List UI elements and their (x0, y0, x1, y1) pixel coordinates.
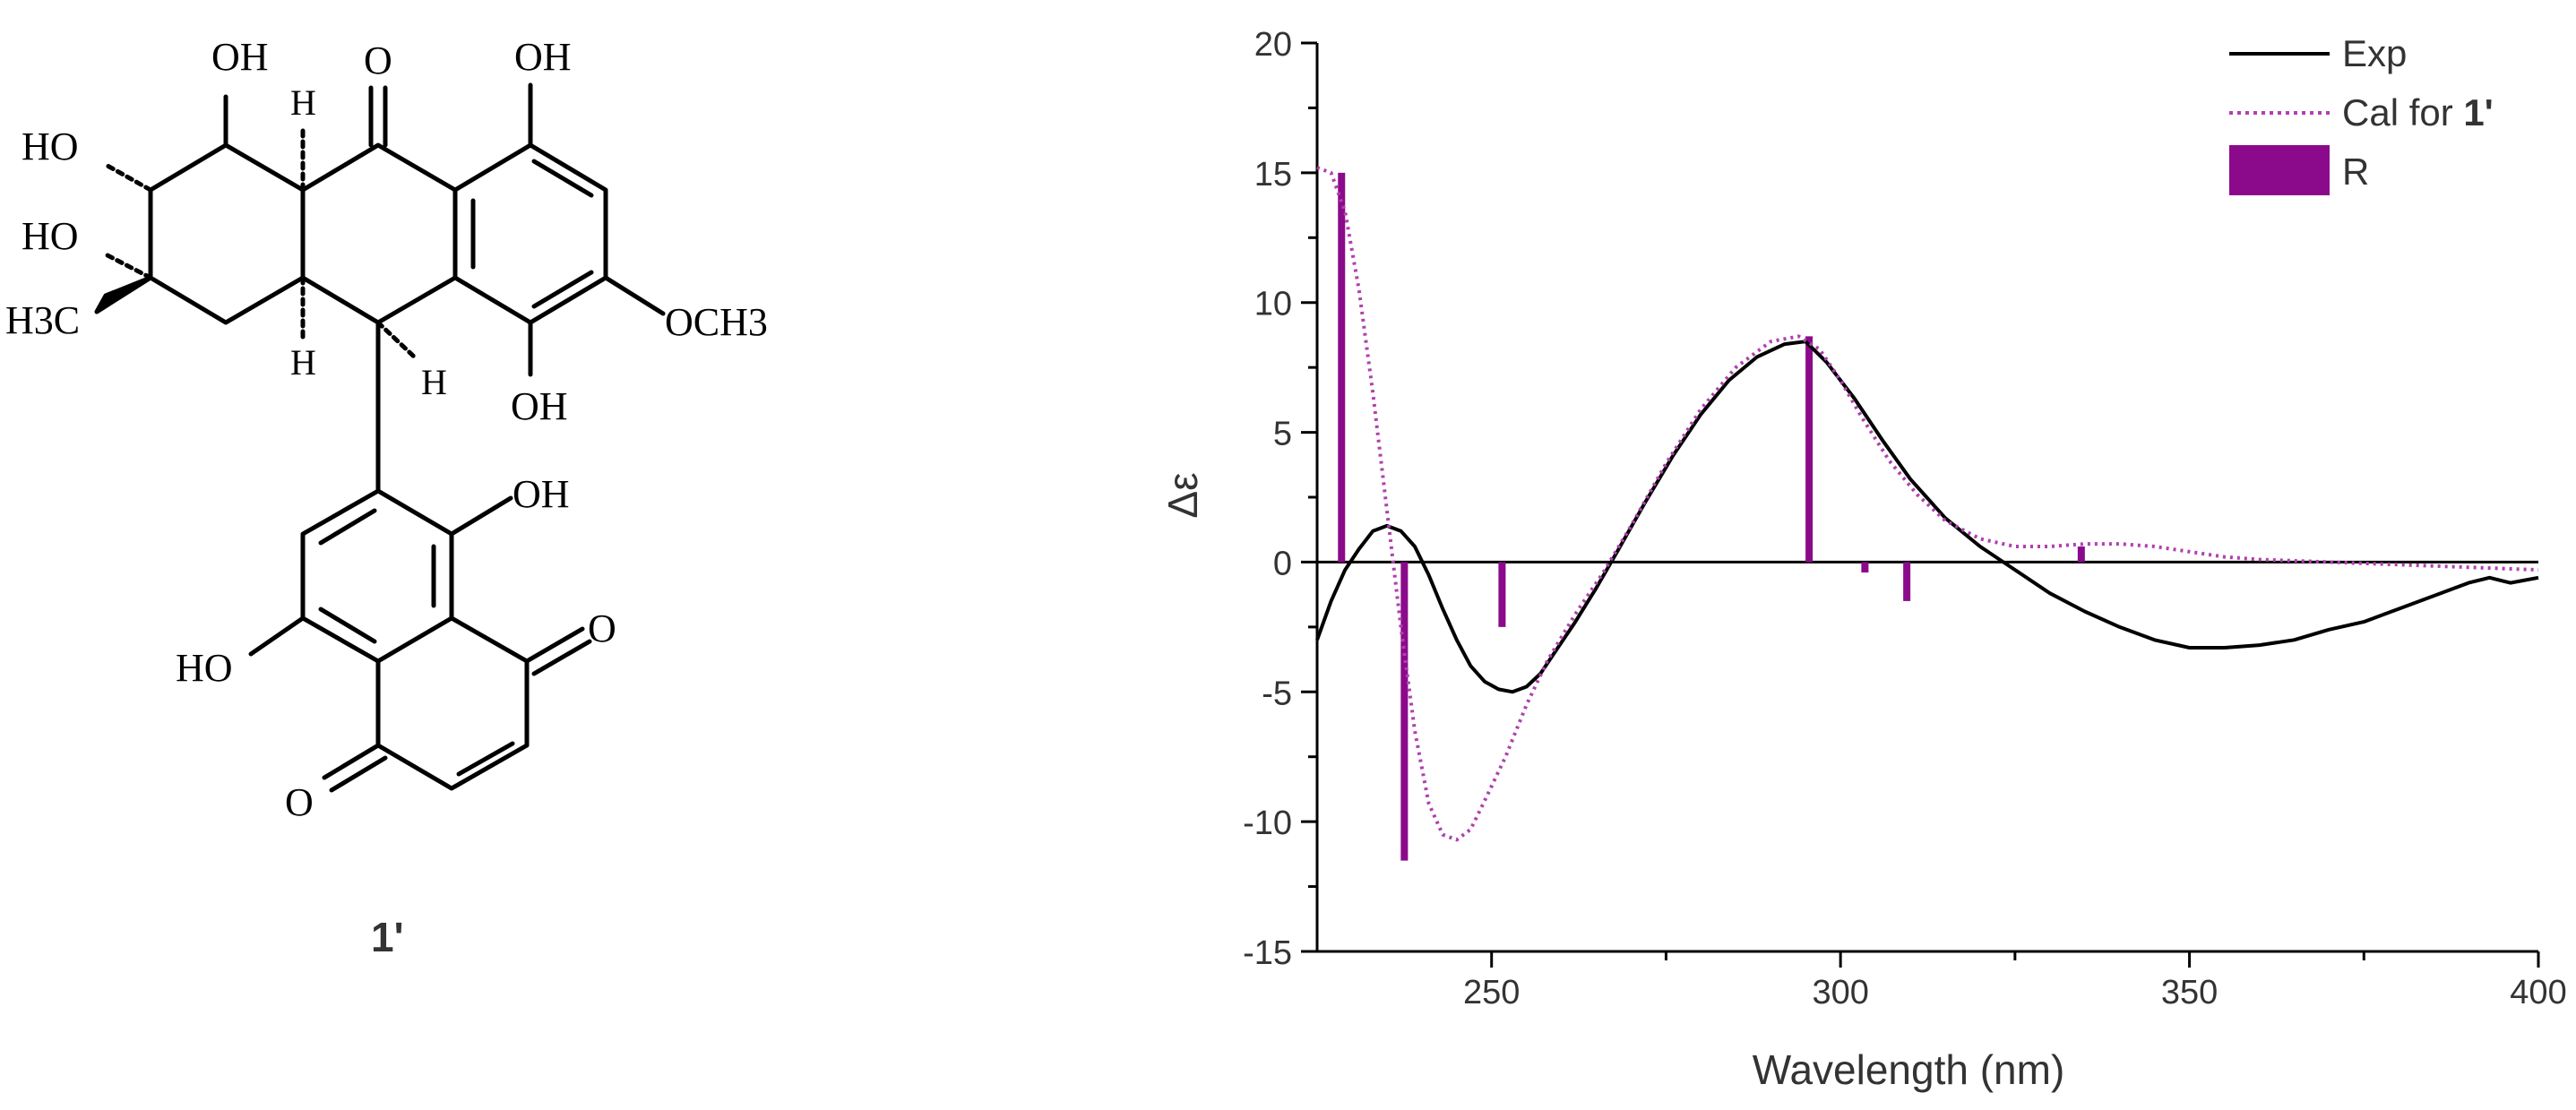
quinone-co-2 (322, 743, 388, 793)
cal-line (1316, 166, 2539, 842)
y-tick-label: 10 (1254, 286, 1292, 323)
y-tick-label: 5 (1273, 416, 1292, 453)
atom-label-o: O (285, 780, 314, 824)
y-axis-label: Δε (1159, 472, 1206, 518)
r-bar (1338, 172, 1346, 563)
ring-d-bonds (300, 488, 454, 664)
structure-labels: OH O OH H HO HO H3C H H OCH3 OH OH O HO … (5, 35, 768, 960)
y-tick-label: -10 (1243, 805, 1292, 842)
atom-label-ho: HO (176, 646, 233, 690)
ch3-wedge (94, 275, 153, 314)
atom-label-och3: OCH3 (665, 300, 768, 344)
quinone-co-1 (524, 626, 592, 676)
cd-spectrum-chart: -15 -10 -5 0 5 10 15 20 250 300 350 400 Exp Cal for… (1159, 26, 2567, 1093)
atom-label-h: H (290, 82, 316, 123)
ring-c-bonds (452, 142, 608, 325)
atom-label-h: H (421, 362, 447, 402)
ring-d-double-bonds (318, 508, 436, 644)
y-tick-label: -15 (1243, 934, 1292, 972)
ring-e-double-bond (456, 741, 515, 777)
x-axis-label: Wavelength (nm) (1753, 1046, 2065, 1093)
legend-label-cal-prefix: Cal for (2342, 91, 2463, 133)
y-tick-label: 0 (1273, 545, 1292, 582)
r-bar (1498, 562, 1506, 627)
atom-label-o: O (588, 607, 616, 650)
x-tick-label: 300 (1812, 974, 1868, 1011)
ring-d-ho-bond (248, 615, 306, 657)
legend-label-exp: Exp (2342, 32, 2407, 74)
atom-label-oh: OH (514, 35, 572, 79)
h-bond-ring-b (375, 320, 417, 359)
ho-hash-1 (105, 163, 153, 193)
r-bar (2077, 546, 2085, 563)
ring-c-double-bonds (470, 159, 594, 309)
x-tick-label: 350 (2161, 974, 2218, 1011)
chemical-structure (94, 82, 666, 793)
carbonyl-bond (368, 85, 388, 148)
r-bar (1903, 562, 1911, 601)
x-tick-label: 250 (1463, 974, 1520, 1011)
r-bar (1861, 562, 1869, 573)
y-tick-label: 20 (1254, 26, 1292, 64)
legend-label-r: R (2342, 151, 2369, 193)
och3-bond (603, 275, 666, 316)
atom-label-oh: OH (511, 384, 568, 428)
ring-e-bonds (375, 615, 530, 791)
spectrum-lines (1315, 166, 2539, 842)
legend-label-cal: Cal for 1' (2342, 91, 2494, 133)
y-tick-label: -5 (1262, 675, 1292, 712)
r-bar (1400, 562, 1409, 861)
atom-label-oh: OH (513, 472, 570, 516)
ring-b-bonds (300, 142, 458, 325)
y-tick-label: 15 (1254, 156, 1292, 194)
atom-label-h: H (290, 342, 316, 383)
ring-d-oh-bond (449, 495, 513, 537)
atom-label-ho: HO (22, 125, 79, 168)
atom-label-ho: HO (22, 214, 79, 258)
legend-swatch-r (2229, 145, 2330, 195)
rotatory-strength-bars (1338, 172, 2085, 861)
chart-axes: -15 -10 -5 0 5 10 15 20 250 300 350 400 (1243, 26, 2567, 1011)
atom-label-h3c: H3C (5, 298, 80, 342)
chart-legend: Exp Cal for 1' R (2229, 32, 2494, 195)
ho-hash-2 (105, 253, 153, 280)
atom-label-o: O (364, 39, 392, 82)
r-bar (1805, 336, 1814, 563)
exp-line (1315, 340, 2539, 694)
compound-label: 1' (371, 914, 404, 960)
x-tick-label: 400 (2510, 974, 2566, 1011)
ring-a-bonds (148, 142, 306, 325)
atom-label-oh: OH (211, 35, 269, 79)
legend-label-cal-bold: 1' (2463, 91, 2493, 133)
